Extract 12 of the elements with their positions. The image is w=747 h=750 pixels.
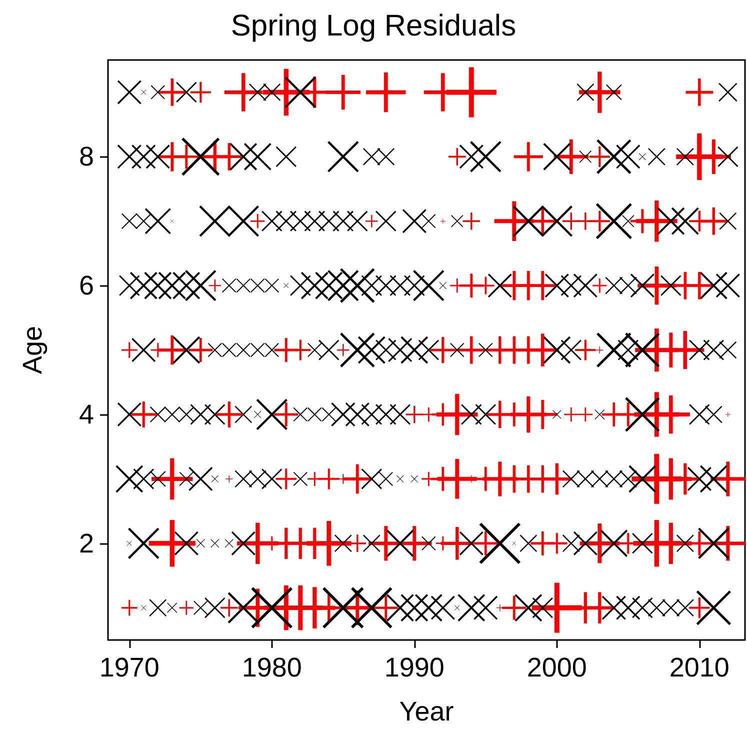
x-tick-label: 2010 — [669, 652, 730, 682]
y-axis-title: Age — [18, 326, 48, 374]
x-tick-label: 2000 — [526, 652, 587, 682]
x-axis-title: Year — [399, 696, 454, 726]
y-tick-label: 6 — [78, 270, 94, 301]
y-tick-label: 2 — [78, 528, 94, 558]
chart-title: Spring Log Residuals — [230, 10, 516, 42]
y-tick-label: 8 — [78, 142, 94, 172]
y-tick-label: 4 — [78, 399, 94, 430]
x-tick-label: 1990 — [384, 652, 444, 682]
x-tick-label: 1970 — [99, 652, 160, 682]
x-tick-label: 1980 — [242, 652, 302, 682]
